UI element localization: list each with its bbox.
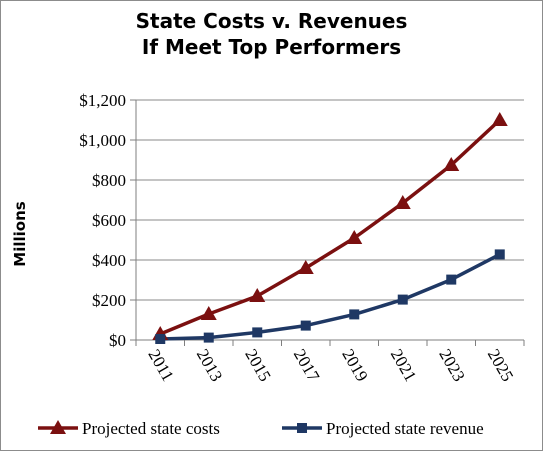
- data-point: [346, 230, 363, 244]
- data-point: [200, 306, 217, 320]
- data-point: [394, 195, 411, 209]
- x-tick-labels: 2011 2013 2015 2017 2019 2021 2023 2025: [144, 346, 517, 385]
- data-point: [446, 274, 457, 285]
- y-tick-label: $800: [92, 171, 126, 190]
- gridlines: [136, 99, 524, 301]
- legend: Projected state costs Projected state rev…: [38, 419, 484, 438]
- legend-label: Projected state revenue: [326, 419, 484, 438]
- series-line: [160, 252, 501, 341]
- data-point: [203, 332, 214, 343]
- axes: [130, 99, 525, 346]
- x-tick-label: 2015: [241, 346, 274, 385]
- x-tick-label: 2019: [338, 346, 371, 385]
- data-point: [349, 309, 360, 320]
- legend-label: Projected state costs: [82, 419, 220, 438]
- legend-marker: [50, 420, 66, 434]
- chart-title-line-1: State Costs v. Revenues: [135, 9, 408, 33]
- series-line: [159, 118, 501, 336]
- x-tick-label: 2017: [290, 346, 324, 385]
- data-point: [249, 288, 266, 302]
- data-point: [397, 294, 408, 305]
- data-point: [155, 334, 166, 344]
- chart-title: State Costs v. Revenues If Meet Top Perf…: [0, 8, 543, 60]
- x-tick-label: 2021: [387, 346, 420, 385]
- data-point: [491, 112, 508, 126]
- y-tick-label: $0: [109, 331, 126, 350]
- y-tick-label: $200: [92, 291, 126, 310]
- x-tick-label: 2011: [144, 346, 177, 384]
- x-tick-label: 2023: [435, 346, 468, 385]
- y-tick-label: $1,200: [79, 91, 126, 110]
- y-tick-label: $1,000: [79, 131, 126, 150]
- x-tick-label: 2025: [484, 346, 517, 385]
- series-markers: [152, 112, 508, 344]
- data-point: [252, 327, 263, 338]
- y-tick-label: $400: [92, 251, 126, 270]
- data-point: [443, 157, 460, 171]
- legend-marker: [297, 423, 307, 433]
- data-point: [297, 260, 314, 274]
- y-tick-label: $600: [92, 211, 126, 230]
- data-point: [494, 249, 505, 260]
- chart-title-line-2: If Meet Top Performers: [141, 35, 402, 59]
- series-lines: [159, 118, 501, 341]
- x-tick-label: 2013: [193, 346, 226, 385]
- data-point: [300, 320, 311, 331]
- y-tick-labels: $0 $200 $400 $600 $800 $1,000 $1,200: [79, 91, 126, 350]
